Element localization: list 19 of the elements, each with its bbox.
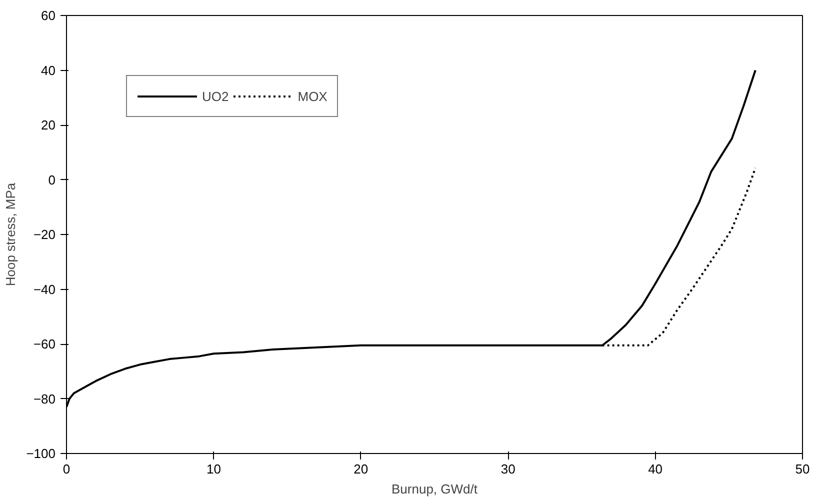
y-axis-title: Hoop stress, MPa: [3, 182, 18, 286]
x-tick-label: 30: [500, 462, 516, 476]
legend-label: UO2: [202, 88, 229, 104]
y-tick-label: −20: [33, 227, 56, 242]
y-tick-label: 40: [41, 62, 56, 78]
y-tick-label: −40: [33, 282, 56, 297]
x-tick-label: 50: [795, 462, 810, 476]
y-tick-label: −60: [33, 336, 56, 352]
y-tick-label: 60: [41, 8, 56, 23]
y-tick-label: 0: [48, 172, 56, 188]
y-tick-label: 20: [41, 118, 56, 132]
x-axis-title: Burnup, GWd/t: [392, 482, 478, 496]
legend-label: MOX: [298, 88, 328, 104]
y-tick-label: −80: [33, 391, 56, 406]
x-tick-label: 0: [62, 462, 70, 476]
x-tick-label: 20: [354, 462, 368, 476]
x-tick-label: 40: [648, 462, 663, 476]
y-tick-label: −100: [26, 446, 56, 461]
x-tick-label: 10: [206, 462, 221, 476]
